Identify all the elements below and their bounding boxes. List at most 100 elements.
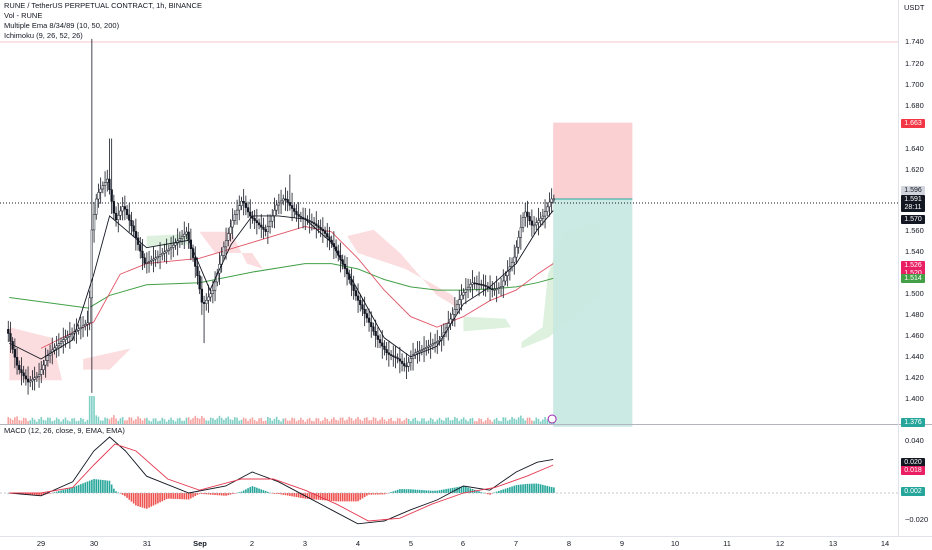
macd-histogram-bar [418,489,421,493]
macd-histogram-bar [225,493,227,496]
volume-bar [275,416,278,424]
macd-histogram-bar [174,493,177,499]
candle-body [128,214,131,221]
candle-body [77,328,80,331]
volume-bar [62,419,65,424]
macd-histogram-bar [249,487,252,493]
candle-body [433,342,437,345]
candle-body [517,236,520,248]
volume-bar [291,417,293,424]
candle-body [409,358,413,363]
candle-body [244,202,248,208]
macd-histogram-bar [33,493,36,496]
candle-body [169,247,173,250]
candle-body [53,347,56,351]
macd-histogram-bar [550,487,553,493]
macd-histogram-bar [73,486,76,493]
macd-histogram-bar [295,493,298,498]
price-axis-divider [898,0,899,536]
volume-bar [132,420,135,424]
volume-bar [374,418,377,424]
candle-body [125,209,129,216]
macd-histogram-bar [449,488,452,493]
volume-bar [434,421,436,424]
macd-histogram-bar [113,488,115,493]
volume-bar [93,396,95,424]
macd-histogram-bar [357,493,359,502]
candle-body [519,227,523,238]
macd-histogram-bar [476,490,478,493]
volume-bar [414,417,417,424]
macd-histogram-bar [124,493,126,497]
macd-histogram-bar [326,493,329,501]
candle-body [92,214,96,231]
volume-bar [44,420,47,424]
ichimoku-indicator-label[interactable]: Ichimoku (9, 26, 52, 26) [4,31,83,40]
macd-histogram-bar [38,493,40,496]
volume-bar [392,420,395,424]
volume-bar [528,417,531,424]
volume-bar [75,421,78,424]
candle-body [418,350,421,353]
candle-body [238,205,241,211]
volume-bar [278,419,280,424]
volume-bar [487,417,489,424]
volume-bar [18,420,21,424]
volume-bar [498,420,500,424]
macd-histogram-bar [374,493,377,495]
time-tick: 30 [89,539,99,548]
macd-histogram-bar [194,493,197,497]
symbol-title[interactable]: RUNE / TetherUS PERPETUAL CONTRACT, 1h, … [4,1,202,10]
ema-indicator-label[interactable]: Multiple Ema 8/34/89 (10, 50, 200) [4,21,120,30]
volume-indicator-label[interactable]: Vol - RUNE [4,11,43,20]
macd-histogram-bar [60,490,62,493]
volume-bar [357,416,359,424]
volume-bar [198,418,201,424]
volume-bar [383,419,386,424]
candle-body [240,200,243,206]
macd-histogram-bar [379,493,381,495]
time-tick: 4 [355,539,361,548]
macd-histogram-bar [104,480,106,493]
macd-histogram-bar [196,493,199,495]
candle-body [130,220,133,227]
volume-bar [421,418,423,424]
macd-histogram-bar [150,493,153,507]
event-marker [547,414,557,424]
candle-body [255,220,259,224]
volume-bar [143,418,146,424]
volume-bar [14,417,16,424]
candle-body [33,377,36,380]
ema-mid-tag: 1.526 [901,261,925,270]
ema-slow-tag: 1.514 [901,274,925,283]
macd-histogram-bar [77,485,80,493]
candle-body [383,345,386,350]
volume-bar [500,421,502,424]
macd-histogram-bar [86,481,89,493]
volume-bar [319,421,322,424]
currency-label[interactable]: USDT [904,3,925,12]
macd-histogram-bar [368,493,370,495]
macd-histogram-bar [539,484,542,493]
volume-bar [183,420,186,424]
macd-indicator-label[interactable]: MACD (12, 26, close, 9, EMA, EMA) [4,426,125,435]
volume-bar [273,418,276,424]
volume-bar [165,421,168,424]
macd-histogram-bar [273,493,276,494]
candle-body [110,189,113,202]
volume-bar [256,421,258,424]
candle-body [46,355,50,361]
volume-bar [467,421,469,424]
volume-bar [269,417,271,424]
volume-bar [84,421,87,424]
candle-body [370,322,373,328]
macd-histogram-bar [159,493,161,503]
candle-body [22,372,25,377]
volume-bar [245,418,247,424]
volume-bar [170,417,172,424]
macd-pane-divider[interactable] [0,424,932,425]
price-tick: 1.480 [905,310,924,319]
volume-bar [31,417,34,424]
signal-value-tag: 0.018 [901,466,925,475]
